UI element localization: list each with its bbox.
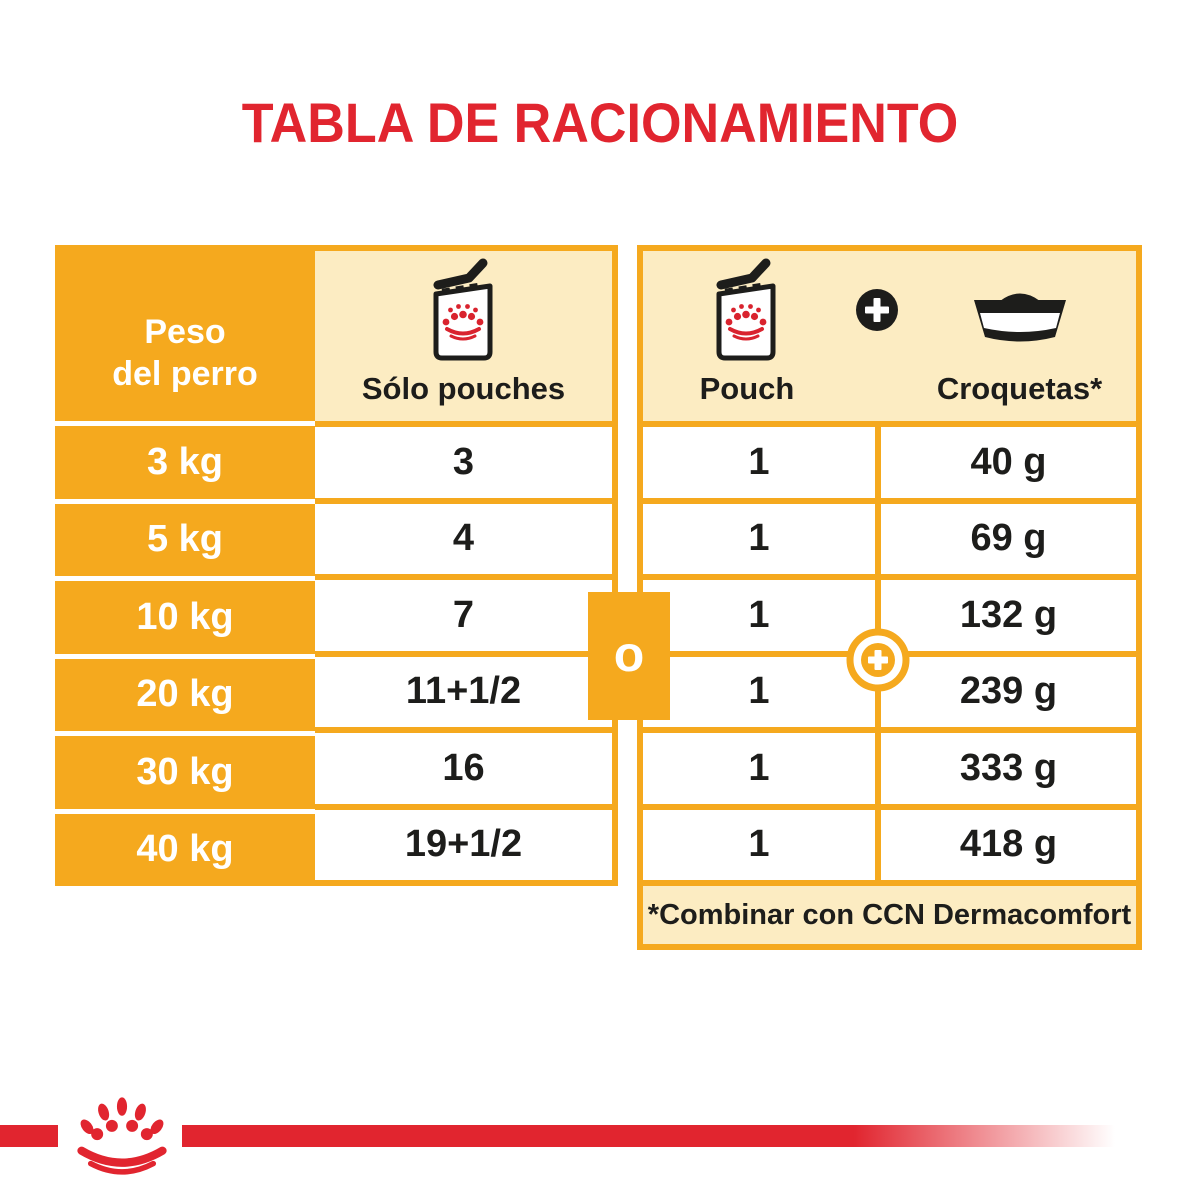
brand-band-left [0, 1125, 58, 1147]
weight-cell: 3 kg [55, 421, 315, 499]
pouch-count: 1 [643, 427, 875, 498]
weight-header-line1: Peso [144, 312, 226, 351]
page-title: TABLA DE RACIONAMIENTO [241, 91, 959, 154]
kibble-header-group: Croquetas* [907, 251, 1132, 407]
weight-cell: 10 kg [55, 576, 315, 654]
pouch-header-group: Pouch [647, 251, 847, 407]
pouch-count: 1 [643, 809, 875, 880]
pouch-column-label: Pouch [699, 371, 795, 406]
kibble-grams: 132 g [881, 580, 1136, 651]
royal-canin-crown-logo [66, 1090, 178, 1182]
pouch-plus-kibble-rows: 1 40 g 1 69 g 1 132 g 1 239 g 1 333 g 1 … [643, 427, 1136, 880]
pouches-only-value: 11+1/2 [315, 656, 612, 727]
kibble-grams: 69 g [881, 503, 1136, 574]
pouches-only-value: 19+1/2 [315, 809, 612, 880]
plus-icon [847, 251, 907, 369]
weight-cell: 30 kg [55, 731, 315, 809]
brand-band-right [182, 1125, 1115, 1147]
pouches-only-value: 7 [315, 580, 612, 651]
kibble-column-label: Croquetas* [936, 371, 1103, 406]
kibble-grams: 40 g [881, 427, 1136, 498]
pouch-icon [429, 251, 499, 369]
pouch-plus-kibble-header: Pouch Croquetas* [643, 251, 1136, 421]
pouches-only-value: 3 [315, 427, 612, 498]
kibble-grams: 333 g [881, 733, 1136, 804]
weight-header-line2: del perro [112, 355, 258, 393]
weight-cell: 20 kg [55, 653, 315, 732]
pouch-count: 1 [643, 733, 875, 804]
pouches-only-header: Sólo pouches [315, 251, 612, 421]
kibble-grams: 239 g [881, 656, 1136, 727]
pouch-count: 1 [643, 580, 875, 651]
table-row: 1 69 g [643, 503, 1136, 574]
weight-column-header: Peso del perro [55, 245, 315, 421]
pouch-count: 1 [643, 656, 875, 727]
kibble-grams: 418 g [881, 809, 1136, 880]
ration-table-pouch-plus-kibble: Pouch Croquetas* 1 40 g [637, 245, 1142, 950]
weight-column: Peso del perro 3 kg 5 kg 10 kg 20 kg 30 … [55, 245, 315, 886]
weight-cell: 40 kg [55, 808, 315, 887]
or-connector-badge: o [588, 592, 670, 720]
weight-cell: 5 kg [55, 498, 315, 577]
table-row: 1 418 g [643, 809, 1136, 880]
pouches-only-value: 4 [315, 503, 612, 574]
pouches-only-column: Sólo pouches 3 4 7 11+1/2 16 19+1/2 [315, 245, 618, 886]
pouches-only-value: 16 [315, 733, 612, 804]
pouch-icon [712, 251, 782, 369]
ration-table-pouches-only: Peso del perro 3 kg 5 kg 10 kg 20 kg 30 … [55, 245, 618, 886]
table-row: 1 132 g [643, 580, 1136, 651]
footnote: *Combinar con CCN Dermacomfort [643, 886, 1136, 944]
pouches-only-label: Sólo pouches [361, 371, 566, 406]
kibble-bowl-icon [971, 251, 1069, 369]
or-label: o [613, 626, 645, 682]
pouch-count: 1 [643, 503, 875, 574]
table-row: 1 239 g [643, 656, 1136, 727]
table-row: 1 40 g [643, 427, 1136, 498]
table-row: 1 333 g [643, 733, 1136, 804]
plus-circle-icon [845, 627, 911, 693]
